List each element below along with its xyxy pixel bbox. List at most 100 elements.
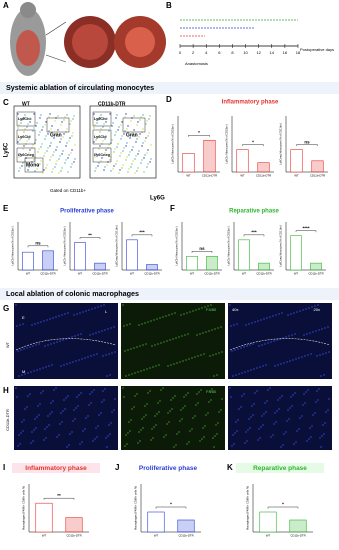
nucleus [188,358,190,360]
nucleus [143,416,145,418]
nucleus [93,354,95,356]
nucleus [90,402,92,404]
nucleus [16,396,18,398]
flow-dot [50,142,52,144]
nucleus [202,427,204,429]
micrograph [228,303,332,379]
nucleus [248,418,250,420]
flow-dot [118,172,120,174]
nucleus [318,388,320,390]
nucleus [160,342,162,344]
gate-label: Ly6Chi [94,117,107,121]
flow-dot [49,113,51,115]
nucleus [203,353,205,355]
x-tick-label: WT [240,174,245,178]
flow-dot [17,113,19,115]
flow-dot [59,141,61,143]
nucleus [283,362,285,364]
flow-dot [44,138,46,140]
plot-title: WT [22,101,30,107]
nucleus [243,346,245,348]
tick-label: 10 [243,50,248,55]
flow-dot [44,152,46,154]
flow-dot [58,172,60,174]
flow-dot [145,123,147,125]
gate-label: Gran [126,132,138,138]
nucleus [32,440,34,442]
x-tick-label: CD11b-DTR [310,174,325,178]
flow-dot [133,129,135,131]
flow-dot [102,140,104,142]
nucleus [179,420,181,422]
nucleus [144,405,146,407]
nucleus [139,345,141,347]
nucleus [53,389,55,391]
tick-label: 8 [231,50,234,55]
flow-dot [105,135,107,137]
nucleus [252,343,254,345]
flow-dot [24,128,26,130]
flow-dot [136,170,138,172]
nucleus [272,315,274,317]
flow-dot [27,123,29,125]
nucleus [230,396,232,398]
nucleus [249,427,251,429]
nucleus [211,329,213,331]
nucleus [185,359,187,361]
nucleus [234,349,236,351]
panel-label: D [166,95,172,104]
nucleus [303,334,305,336]
nucleus [140,370,142,372]
flow-dot [74,144,76,146]
significance: * [198,130,200,135]
flow-dot [35,125,37,127]
y-axis-label: Ly6Cneg Monocytes (% of CD11b+) [115,225,119,266]
nucleus [257,320,259,322]
nucleus [142,344,144,346]
flow-dot [38,148,40,150]
axis-label: Ly6G [150,196,165,202]
nucleus [312,414,314,416]
nucleus [278,408,280,410]
nucleus [286,361,288,363]
nucleus [58,434,60,436]
nucleus [186,312,188,314]
nucleus [133,347,135,349]
flow-dot [70,166,72,168]
nucleus [279,397,281,399]
flow-dot [33,113,35,115]
x-tick-label: CD11b-DTR [256,174,271,178]
flow-dot [54,120,56,122]
nucleus [262,424,264,426]
flow-dot [95,153,97,155]
flow-dot [110,170,112,172]
nucleus [328,351,330,353]
magnification: 40x [232,307,238,312]
nucleus [34,323,36,325]
nucleus [288,418,290,420]
nucleus [221,398,223,400]
flow-dot [121,167,123,169]
flow-dot [150,144,152,146]
nucleus [91,391,93,393]
flow-dot [140,116,142,118]
bar [22,251,34,271]
flow-dot [104,152,106,154]
nucleus [145,343,147,345]
significance-bracket [191,251,213,253]
nucleus [85,310,87,312]
nucleus [59,423,61,425]
nucleus [250,369,252,371]
title-background [124,463,212,473]
nucleus [175,444,177,446]
x-tick-label: CD11b-DTR [144,272,159,276]
nucleus [98,331,100,333]
nucleus [213,446,215,448]
nucleus [143,369,145,371]
nucleus [80,333,82,335]
flow-dot [135,155,137,157]
flow-dot [114,134,116,136]
nucleus [244,371,246,373]
bar [310,262,322,271]
flow-dot [100,160,102,162]
